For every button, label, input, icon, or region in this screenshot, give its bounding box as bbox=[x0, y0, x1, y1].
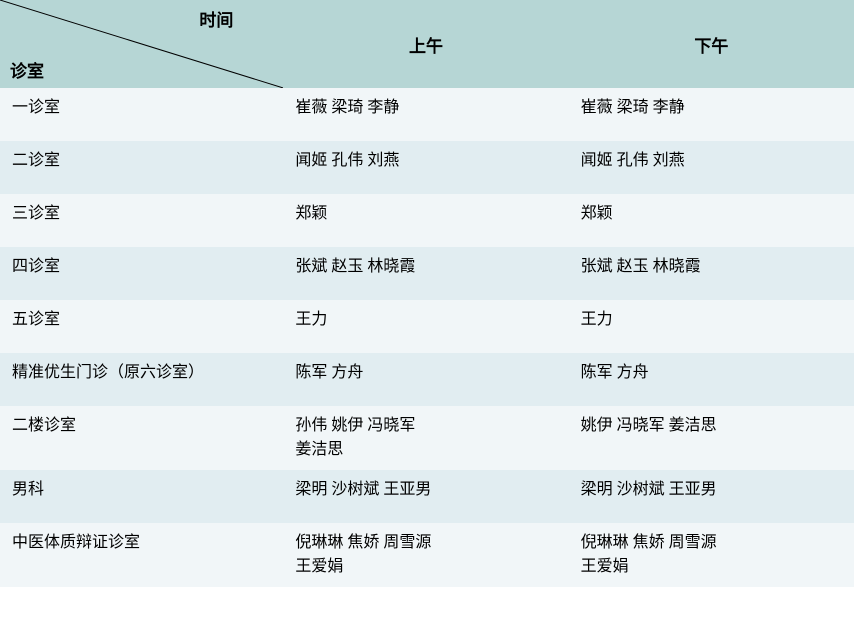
room-cell: 中医体质辩证诊室 bbox=[0, 523, 283, 587]
afternoon-cell: 郑颖 bbox=[569, 194, 854, 247]
table-row: 一诊室崔薇 梁琦 李静崔薇 梁琦 李静 bbox=[0, 88, 854, 141]
morning-cell: 王力 bbox=[283, 300, 568, 353]
morning-cell: 郑颖 bbox=[283, 194, 568, 247]
morning-cell: 陈军 方舟 bbox=[283, 353, 568, 406]
header-room-label: 诊室 bbox=[10, 57, 44, 82]
morning-cell: 闻姬 孔伟 刘燕 bbox=[283, 141, 568, 194]
afternoon-cell: 陈军 方舟 bbox=[569, 353, 854, 406]
afternoon-cell: 王力 bbox=[569, 300, 854, 353]
table-row: 五诊室王力王力 bbox=[0, 300, 854, 353]
afternoon-cell: 闻姬 孔伟 刘燕 bbox=[569, 141, 854, 194]
diagonal-header-cell: 时间 诊室 bbox=[0, 0, 283, 88]
room-cell: 五诊室 bbox=[0, 300, 283, 353]
header-afternoon: 下午 bbox=[569, 0, 854, 88]
room-cell: 三诊室 bbox=[0, 194, 283, 247]
morning-cell: 崔薇 梁琦 李静 bbox=[283, 88, 568, 141]
afternoon-cell: 倪琳琳 焦娇 周雪源 王爱娟 bbox=[569, 523, 854, 587]
room-cell: 四诊室 bbox=[0, 247, 283, 300]
header-time-label: 时间 bbox=[199, 6, 233, 31]
morning-cell: 倪琳琳 焦娇 周雪源 王爱娟 bbox=[283, 523, 568, 587]
table-row: 中医体质辩证诊室倪琳琳 焦娇 周雪源 王爱娟倪琳琳 焦娇 周雪源 王爱娟 bbox=[0, 523, 854, 587]
morning-cell: 孙伟 姚伊 冯晓军 姜洁思 bbox=[283, 406, 568, 470]
morning-cell: 张斌 赵玉 林晓霞 bbox=[283, 247, 568, 300]
schedule-table: 时间 诊室 上午 下午 一诊室崔薇 梁琦 李静崔薇 梁琦 李静二诊室闻姬 孔伟 … bbox=[0, 0, 854, 587]
header-morning: 上午 bbox=[283, 0, 568, 88]
table-body: 一诊室崔薇 梁琦 李静崔薇 梁琦 李静二诊室闻姬 孔伟 刘燕闻姬 孔伟 刘燕三诊… bbox=[0, 88, 854, 587]
afternoon-cell: 张斌 赵玉 林晓霞 bbox=[569, 247, 854, 300]
table-header-row: 时间 诊室 上午 下午 bbox=[0, 0, 854, 88]
afternoon-cell: 崔薇 梁琦 李静 bbox=[569, 88, 854, 141]
afternoon-cell: 姚伊 冯晓军 姜洁思 bbox=[569, 406, 854, 470]
table-row: 精准优生门诊（原六诊室）陈军 方舟陈军 方舟 bbox=[0, 353, 854, 406]
room-cell: 精准优生门诊（原六诊室） bbox=[0, 353, 283, 406]
table-row: 二诊室闻姬 孔伟 刘燕闻姬 孔伟 刘燕 bbox=[0, 141, 854, 194]
room-cell: 一诊室 bbox=[0, 88, 283, 141]
afternoon-cell: 梁明 沙树斌 王亚男 bbox=[569, 470, 854, 523]
table-row: 三诊室郑颖郑颖 bbox=[0, 194, 854, 247]
table-row: 二楼诊室孙伟 姚伊 冯晓军 姜洁思姚伊 冯晓军 姜洁思 bbox=[0, 406, 854, 470]
table-row: 男科梁明 沙树斌 王亚男梁明 沙树斌 王亚男 bbox=[0, 470, 854, 523]
room-cell: 男科 bbox=[0, 470, 283, 523]
room-cell: 二楼诊室 bbox=[0, 406, 283, 470]
table-row: 四诊室张斌 赵玉 林晓霞张斌 赵玉 林晓霞 bbox=[0, 247, 854, 300]
room-cell: 二诊室 bbox=[0, 141, 283, 194]
morning-cell: 梁明 沙树斌 王亚男 bbox=[283, 470, 568, 523]
